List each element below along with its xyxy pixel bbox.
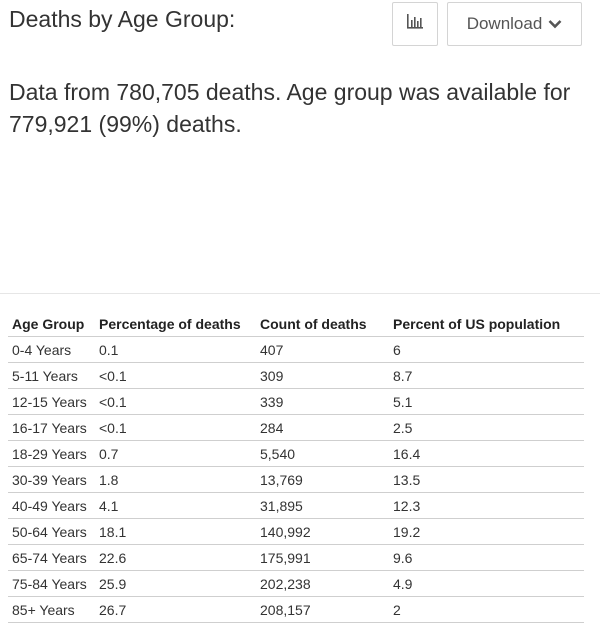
count-cell: 31,895 (256, 492, 389, 519)
column-header: Percent of US population (393, 316, 561, 332)
page-title: Deaths by Age Group: (9, 6, 236, 32)
count-cell: 140,992 (256, 518, 389, 545)
age-group-cell: 50-64 Years (8, 518, 95, 545)
percentage-cell: 26.7 (95, 596, 256, 623)
table-row: 75-84 Years 25.9 202,238 4.9 (8, 570, 584, 597)
percentage-cell: 0.1 (95, 336, 256, 363)
table-row: 5-11 Years <0.1 309 8.7 (8, 362, 584, 389)
section-divider (0, 293, 600, 294)
count-cell: 407 (256, 336, 389, 363)
count-cell: 5,540 (256, 440, 389, 467)
age-group-table: Age Group Percentage of deaths Count of … (8, 312, 584, 623)
us-population-cell: 2 (389, 596, 584, 623)
table-row: 12-15 Years <0.1 339 5.1 (8, 388, 584, 415)
column-header: Age Group (12, 316, 85, 332)
us-population-cell: 6 (389, 336, 584, 363)
bar-chart-icon (406, 13, 424, 35)
count-cell: 202,238 (256, 570, 389, 597)
age-group-cell: 40-49 Years (8, 492, 95, 519)
chevron-down-icon (548, 14, 562, 34)
table-row: 0-4 Years 0.1 407 6 (8, 336, 584, 363)
age-group-cell: 0-4 Years (8, 336, 95, 363)
data-summary: Data from 780,705 deaths. Age group was … (9, 79, 571, 137)
table-row: 30-39 Years 1.8 13,769 13.5 (8, 466, 584, 493)
us-population-cell: 19.2 (389, 518, 584, 545)
us-population-cell: 2.5 (389, 414, 584, 441)
table-header-row: Age Group Percentage of deaths Count of … (8, 312, 584, 337)
us-population-cell: 9.6 (389, 544, 584, 571)
column-header: Count of deaths (260, 316, 367, 332)
table-row: 85+ Years 26.7 208,157 2 (8, 596, 584, 623)
us-population-cell: 16.4 (389, 440, 584, 467)
download-label: Download (466, 14, 543, 33)
us-population-cell: 12.3 (389, 492, 584, 519)
percentage-cell: 0.7 (95, 440, 256, 467)
count-cell: 175,991 (256, 544, 389, 571)
age-group-cell: 18-29 Years (8, 440, 95, 467)
age-group-cell: 5-11 Years (8, 362, 95, 389)
count-cell: 13,769 (256, 466, 389, 493)
table-row: 50-64 Years 18.1 140,992 19.2 (8, 518, 584, 545)
column-header: Percentage of deaths (99, 316, 241, 332)
us-population-cell: 13.5 (389, 466, 584, 493)
percentage-cell: 4.1 (95, 492, 256, 519)
percentage-cell: <0.1 (95, 414, 256, 441)
count-cell: 284 (256, 414, 389, 441)
percentage-cell: 1.8 (95, 466, 256, 493)
percentage-cell: 25.9 (95, 570, 256, 597)
table-row: 18-29 Years 0.7 5,540 16.4 (8, 440, 584, 467)
us-population-cell: 4.9 (389, 570, 584, 597)
percentage-cell: <0.1 (95, 388, 256, 415)
count-cell: 339 (256, 388, 389, 415)
count-cell: 208,157 (256, 596, 389, 623)
age-group-cell: 12-15 Years (8, 388, 95, 415)
us-population-cell: 5.1 (389, 388, 584, 415)
percentage-cell: 18.1 (95, 518, 256, 545)
age-group-cell: 30-39 Years (8, 466, 95, 493)
table-row: 65-74 Years 22.6 175,991 9.6 (8, 544, 584, 571)
age-group-cell: 85+ Years (8, 596, 95, 623)
percentage-cell: <0.1 (95, 362, 256, 389)
age-group-cell: 75-84 Years (8, 570, 95, 597)
age-group-cell: 16-17 Years (8, 414, 95, 441)
us-population-cell: 8.7 (389, 362, 584, 389)
table-body: 0-4 Years 0.1 407 6 5-11 Years <0.1 309 8.7 12-1… (8, 336, 584, 623)
percentage-cell: 22.6 (95, 544, 256, 571)
count-cell: 309 (256, 362, 389, 389)
chart-view-button[interactable] (392, 2, 438, 46)
download-button[interactable]: Download (447, 2, 582, 46)
age-group-cell: 65-74 Years (8, 544, 95, 571)
table-row: 16-17 Years <0.1 284 2.5 (8, 414, 584, 441)
table-row: 40-49 Years 4.1 31,895 12.3 (8, 492, 584, 519)
